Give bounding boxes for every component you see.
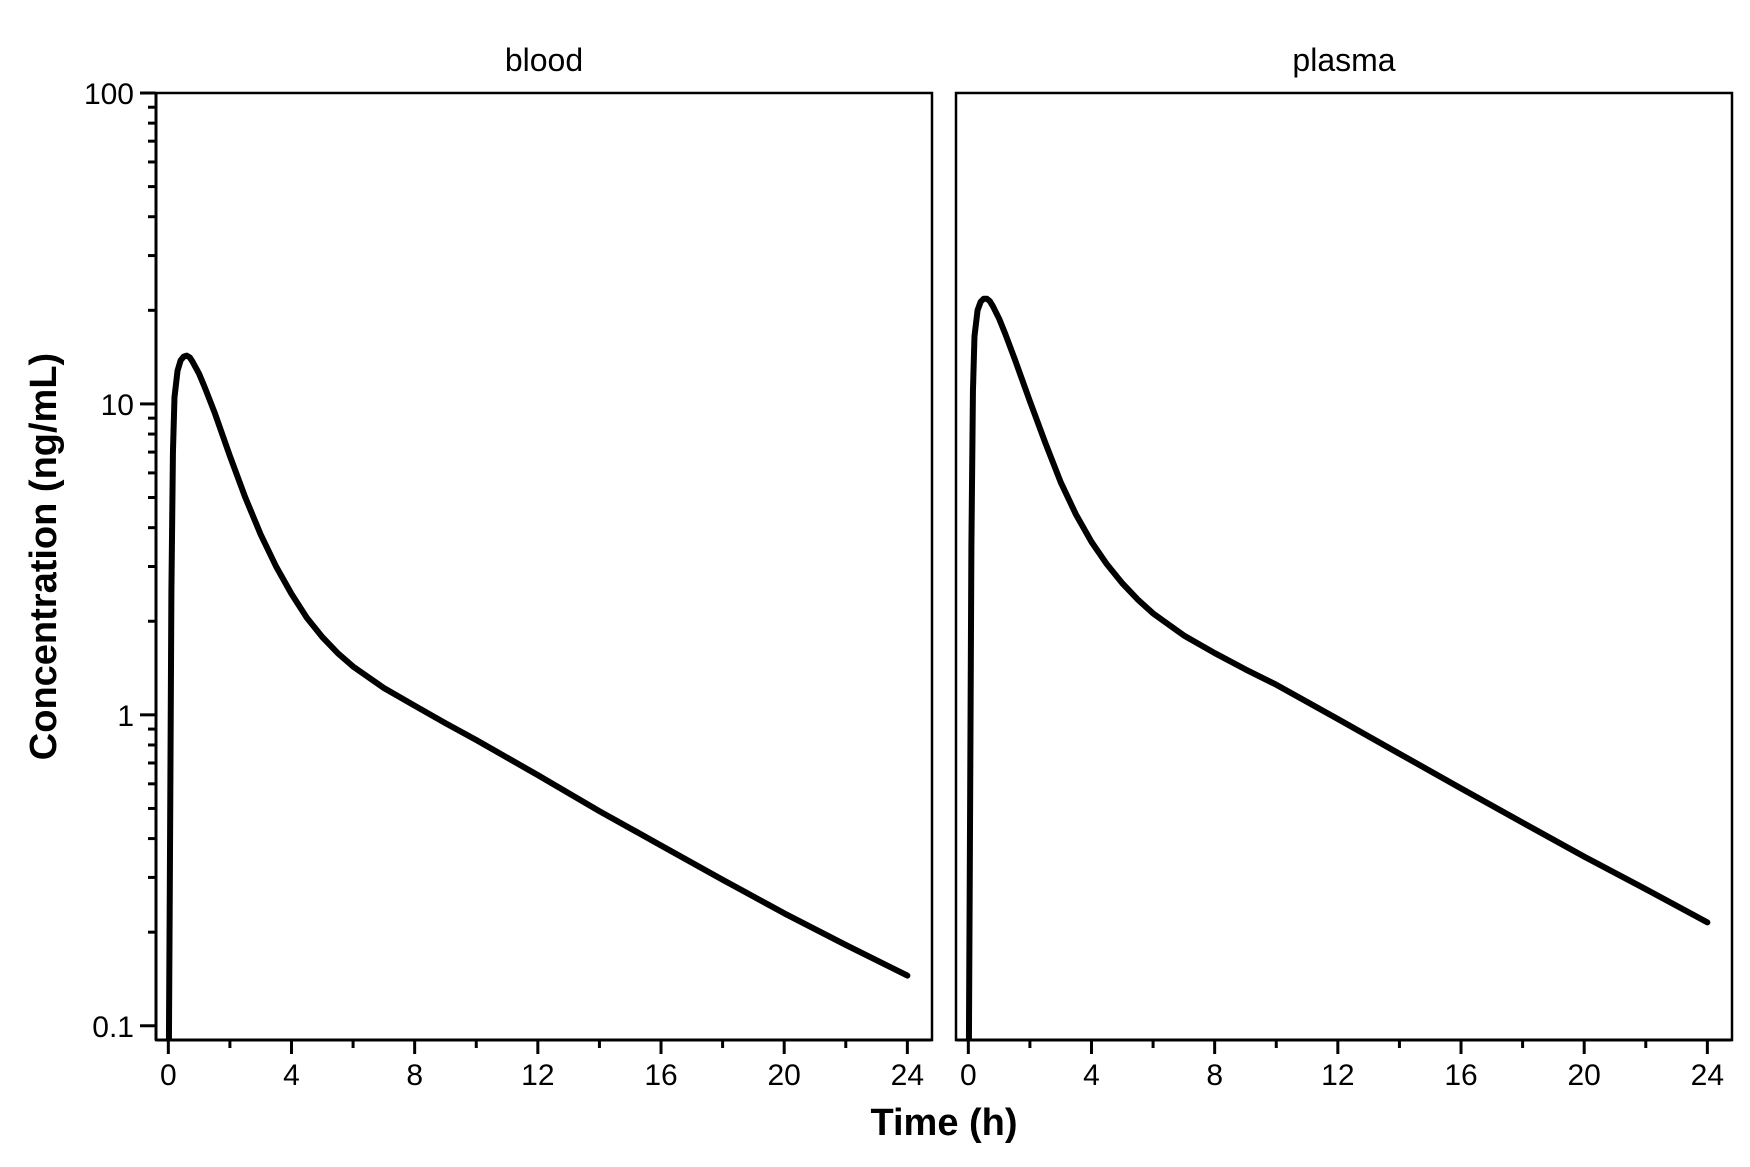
y-tick-label: 10	[101, 389, 134, 422]
panel-blood: blood 0 4 8 12 16 20 24 0.1 1 10 100	[84, 42, 934, 1092]
series-line-blood	[165, 352, 911, 1040]
y-tick-label: 0.1	[92, 1011, 134, 1044]
x-tick-label: 12	[521, 1059, 554, 1092]
x-tick-label: 8	[1206, 1059, 1223, 1092]
x-tick-label: 4	[283, 1059, 300, 1092]
x-tick-label: 0	[160, 1059, 177, 1092]
x-tick-label: 16	[1444, 1059, 1477, 1092]
panel-frame	[954, 91, 1734, 1042]
facet-title: plasma	[1292, 42, 1395, 78]
panel-frame	[154, 91, 934, 1042]
facet-title: blood	[505, 42, 583, 78]
x-tick-label: 20	[768, 1059, 801, 1092]
y-tick-label: 100	[84, 78, 134, 111]
panel-plasma: plasma 0 4 8 12 16 20 24	[954, 42, 1734, 1092]
x-tick-label: 24	[891, 1059, 924, 1092]
x-tick-label: 8	[406, 1059, 423, 1092]
y-tick-label: 1	[117, 700, 134, 733]
series-line-plasma	[965, 295, 1711, 1040]
x-tick-label: 16	[644, 1059, 677, 1092]
x-axis-title: Time (h)	[870, 1102, 1017, 1144]
x-tick-label: 4	[1083, 1059, 1100, 1092]
x-tick-label: 12	[1321, 1059, 1354, 1092]
y-axis-title: Concentration (ng/mL)	[23, 353, 65, 760]
x-tick-label: 24	[1691, 1059, 1724, 1092]
x-tick-label: 0	[960, 1059, 977, 1092]
x-tick-label: 20	[1568, 1059, 1601, 1092]
panels-layer: blood 0 4 8 12 16 20 24 0.1 1 10 100 plasma 0 4 8 12 16 20…	[84, 42, 1734, 1092]
